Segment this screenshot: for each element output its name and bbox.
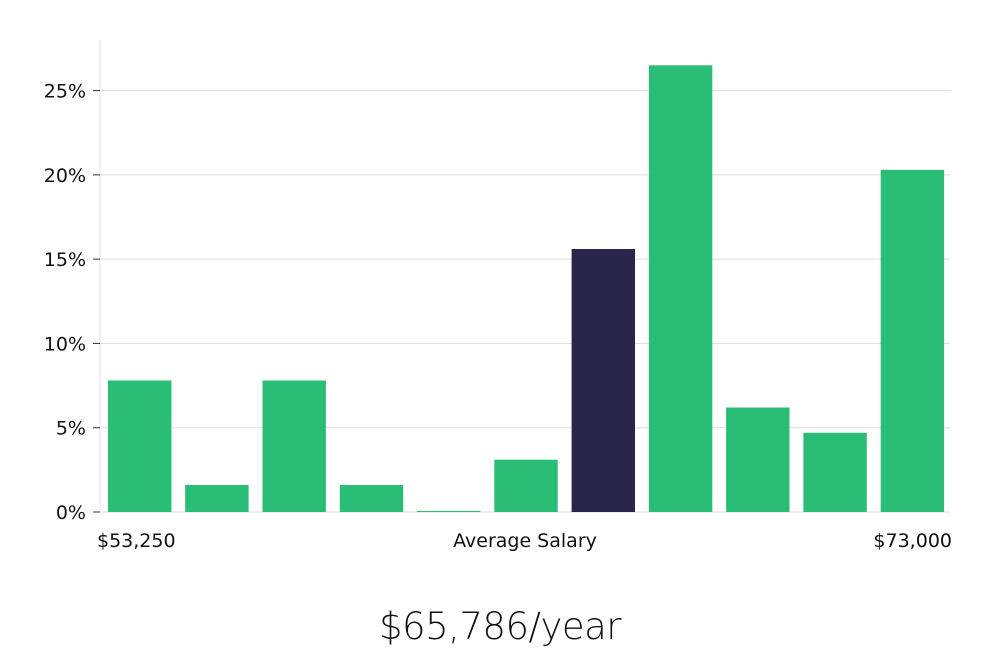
y-tick-label: 25%	[44, 81, 86, 103]
salary-distribution-chart: 0% 5% 10% 15% 20% 25% $53,250 Average Salary …	[44, 40, 952, 552]
bar	[648, 65, 713, 513]
x-axis-labels: $53,250 Average Salary $73,000	[97, 530, 952, 552]
bar	[803, 432, 867, 512]
bar	[494, 459, 558, 512]
y-tick-label: 5%	[56, 418, 86, 440]
bar	[417, 511, 481, 512]
bar	[726, 407, 790, 512]
x-min-label: $53,250	[97, 530, 176, 552]
average-salary-value: $65,786/year	[378, 605, 622, 648]
x-max-label: $73,000	[873, 530, 952, 552]
bar	[262, 380, 326, 512]
bars-layer	[108, 65, 945, 513]
bar	[880, 169, 945, 513]
y-tick-label: 0%	[56, 502, 86, 524]
y-tick-label: 15%	[44, 249, 86, 271]
bar	[108, 380, 172, 512]
y-tick-label: 20%	[44, 165, 86, 187]
bar	[185, 485, 249, 512]
bar-highlighted	[571, 249, 635, 512]
bar	[339, 485, 404, 512]
y-axis-ticks: 0% 5% 10% 15% 20% 25%	[44, 81, 100, 524]
y-tick-label: 10%	[44, 333, 86, 355]
x-axis-title: Average Salary	[453, 530, 597, 552]
